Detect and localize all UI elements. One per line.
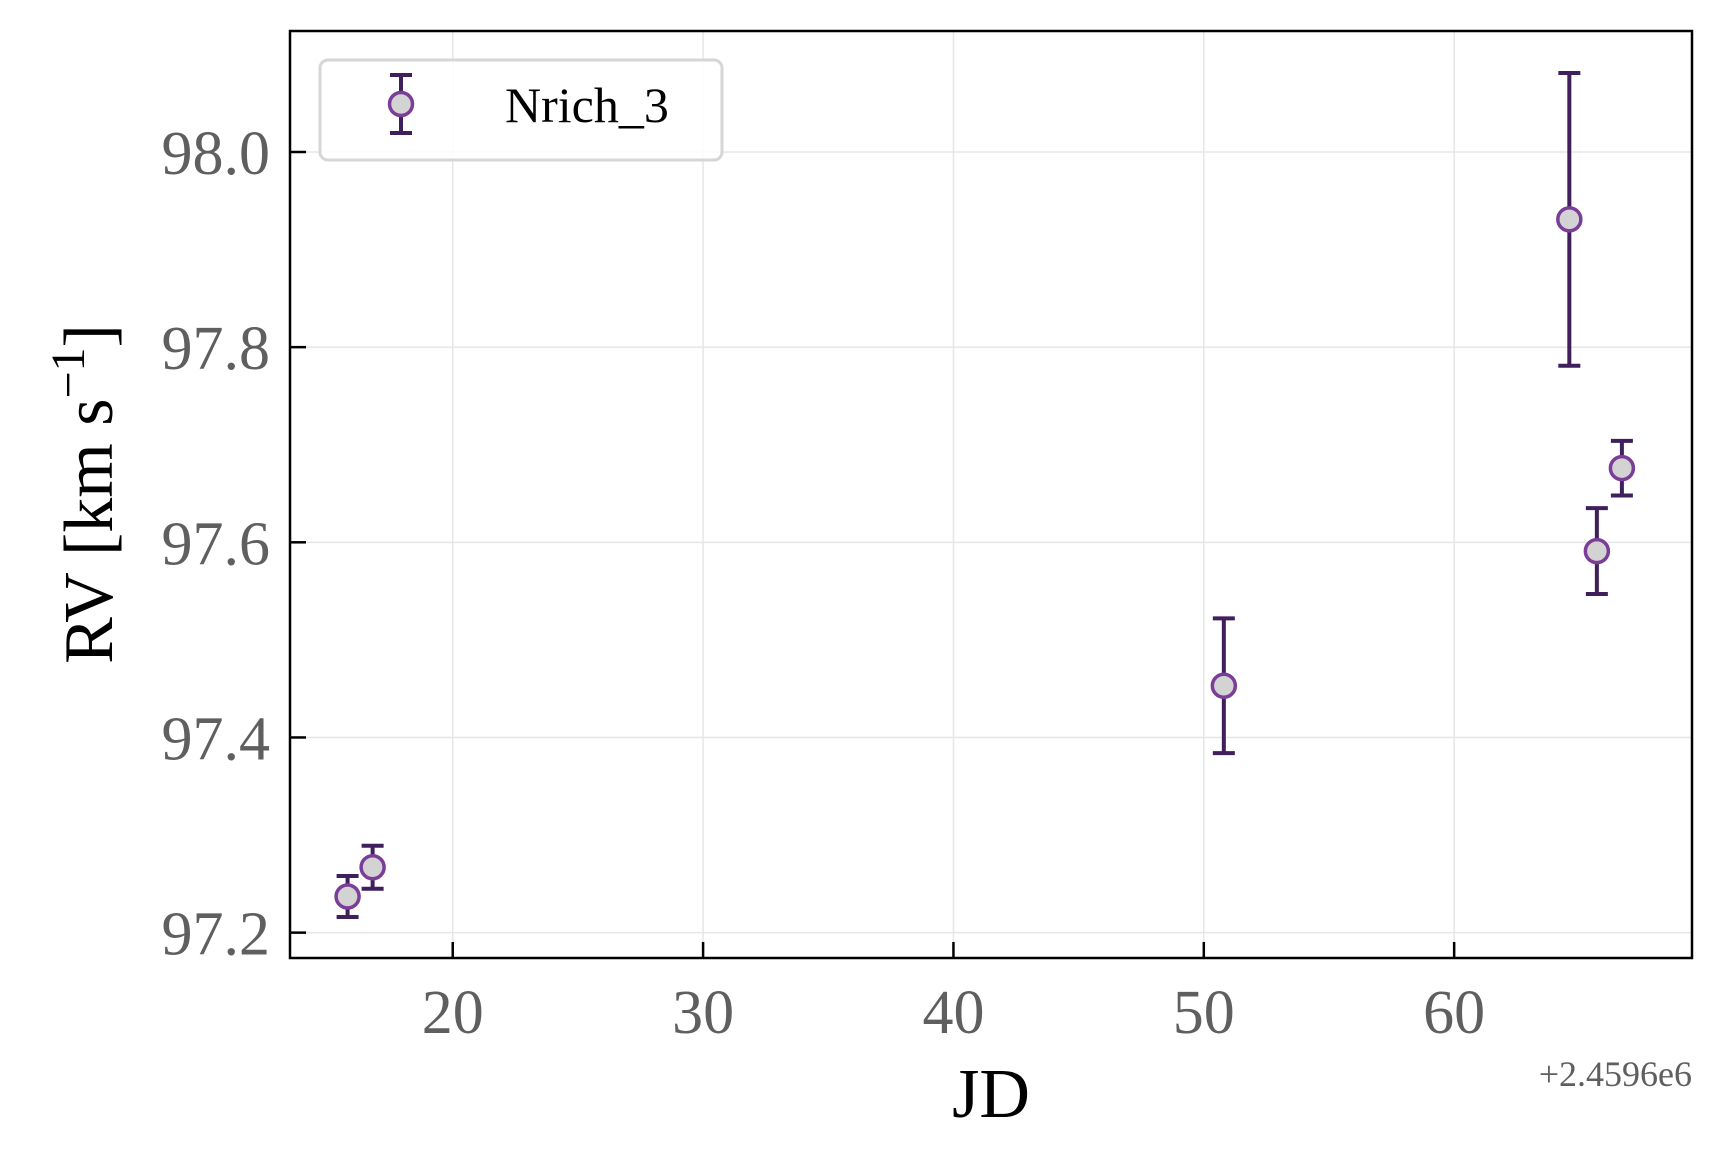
x-tick-label: 50	[1173, 979, 1235, 1047]
marker	[1556, 206, 1583, 233]
legend: Nrich_3	[318, 58, 724, 162]
y-tick-label: 97.8	[162, 315, 271, 383]
data-point	[1556, 70, 1583, 368]
data-point	[1210, 616, 1238, 756]
plot-frame	[288, 29, 1694, 960]
marker	[1583, 537, 1611, 565]
grid	[290, 31, 1692, 958]
y-axis-label-close: ]	[51, 324, 128, 347]
y-tick-label: 97.6	[162, 510, 271, 578]
marker	[1210, 672, 1238, 700]
data-point	[359, 843, 386, 891]
ticks: 20 30 40 50 60 97.2 97.4 97.6 97.8 98.0	[162, 120, 1486, 1047]
legend-label: Nrich_3	[505, 77, 669, 133]
marker	[1608, 454, 1636, 482]
y-axis-label-text: RV [km s	[51, 399, 128, 664]
y-axis-label-sup: −1	[42, 347, 95, 398]
y-tick-label: 97.4	[162, 705, 271, 773]
legend-marker	[387, 90, 415, 118]
x-tick-label: 60	[1423, 979, 1485, 1047]
marker	[359, 854, 386, 881]
data-point	[1583, 506, 1611, 597]
y-axis-label: RV [km s−1]	[42, 324, 128, 664]
y-tick-label: 97.2	[162, 901, 271, 969]
x-tick-label: 30	[672, 979, 734, 1047]
legend-box	[318, 58, 724, 162]
marker	[334, 883, 361, 910]
x-offset-label: +2.4596e6	[1539, 1054, 1692, 1094]
y-tick-label: 98.0	[162, 120, 271, 188]
legend-data-point	[387, 73, 415, 135]
x-axis-label: JD	[952, 1056, 1030, 1133]
x-tick-label: 20	[422, 979, 484, 1047]
data-point	[334, 874, 361, 920]
data-points	[334, 70, 1636, 920]
data-point	[1608, 438, 1636, 498]
x-tick-label: 40	[922, 979, 984, 1047]
